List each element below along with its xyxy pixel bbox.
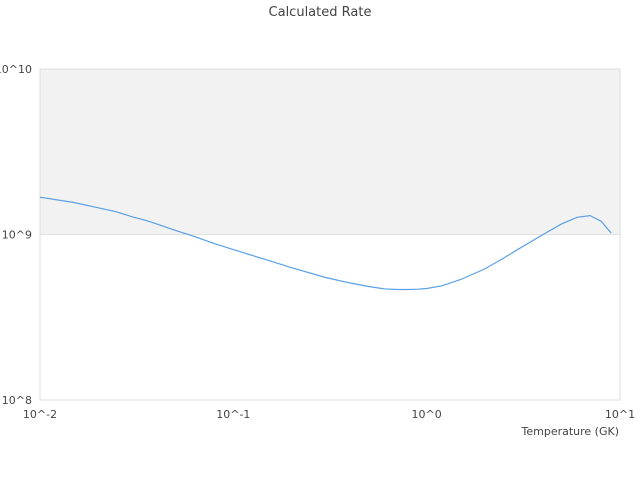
series-line: [39, 196, 612, 291]
highlight-band: [40, 69, 620, 235]
x-axis-ticks: 10^-2 10^-1 10^0 10^1: [23, 408, 635, 421]
x-tick-label: 10^-2: [23, 408, 57, 421]
chart-title: Calculated Rate: [269, 5, 372, 20]
series-layer: [39, 196, 612, 291]
plot-area-border: [39, 68, 621, 401]
x-tick-label: 10^1: [605, 408, 635, 421]
x-axis-title: Temperature (GK): [521, 425, 620, 438]
y-tick-label: 10^10: [0, 63, 32, 76]
x-tick-label: 10^-1: [216, 408, 250, 421]
y-axis-ticks: 10^8 10^9 10^10: [0, 63, 32, 407]
y-tick-label: 10^9: [2, 229, 32, 242]
y-tick-label: 10^8: [2, 394, 32, 407]
x-tick-label: 10^0: [412, 408, 442, 421]
